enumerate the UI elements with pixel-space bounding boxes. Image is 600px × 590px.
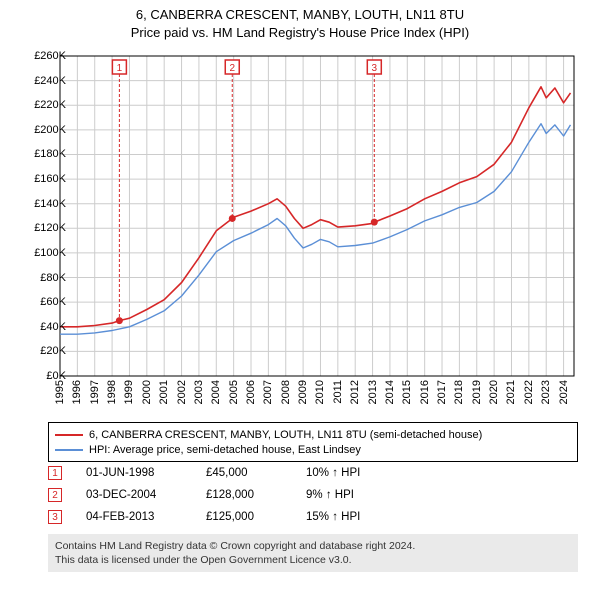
x-tick-label: 2009 <box>297 380 309 404</box>
svg-text:2: 2 <box>229 63 235 74</box>
y-tick-label: £260K <box>22 50 66 62</box>
marker-price-2: £128,000 <box>206 489 306 501</box>
y-tick-label: £200K <box>22 124 66 136</box>
y-tick-label: £180K <box>22 148 66 160</box>
legend-swatch-2 <box>55 449 83 451</box>
legend: 6, CANBERRA CRESCENT, MANBY, LOUTH, LN11… <box>48 422 578 462</box>
marker-price-1: £45,000 <box>206 467 306 479</box>
svg-text:3: 3 <box>372 63 378 74</box>
footer-line-2: This data is licensed under the Open Gov… <box>55 553 571 567</box>
price-chart: 1 2 3 <box>48 50 578 380</box>
x-tick-label: 2013 <box>367 380 379 404</box>
x-tick-label: 2020 <box>488 380 500 404</box>
svg-text:1: 1 <box>117 63 123 74</box>
legend-item-1: 6, CANBERRA CRESCENT, MANBY, LOUTH, LN11… <box>55 427 571 442</box>
x-tick-label: 1996 <box>71 380 83 404</box>
x-tick-label: 1997 <box>89 380 101 404</box>
x-tick-label: 2007 <box>262 380 274 404</box>
x-tick-label: 1999 <box>123 380 135 404</box>
x-tick-label: 2003 <box>193 380 205 404</box>
marker-date-1: 01-JUN-1998 <box>86 467 206 479</box>
x-tick-label: 2004 <box>210 380 222 404</box>
y-tick-label: £100K <box>22 247 66 259</box>
x-tick-label: 2022 <box>523 380 535 404</box>
marker-row-2: 2 03-DEC-2004 £128,000 9% ↑ HPI <box>48 484 578 506</box>
y-tick-label: £140K <box>22 198 66 210</box>
legend-item-2: HPI: Average price, semi-detached house,… <box>55 442 571 457</box>
y-tick-label: £60K <box>22 296 66 308</box>
y-tick-label: £20K <box>22 345 66 357</box>
x-tick-label: 2000 <box>141 380 153 404</box>
x-tick-label: 2019 <box>471 380 483 404</box>
x-tick-label: 2008 <box>280 380 292 404</box>
marker-badge-2: 2 <box>48 488 62 502</box>
legend-label-2: HPI: Average price, semi-detached house,… <box>89 444 361 456</box>
title-line-2: Price paid vs. HM Land Registry's House … <box>0 24 600 42</box>
x-tick-label: 2018 <box>453 380 465 404</box>
y-tick-label: £220K <box>22 99 66 111</box>
x-tick-label: 2014 <box>384 380 396 404</box>
x-tick-label: 2017 <box>436 380 448 404</box>
y-tick-label: £160K <box>22 173 66 185</box>
x-tick-label: 1998 <box>106 380 118 404</box>
chart-svg: 1 2 3 <box>48 50 578 380</box>
x-tick-label: 2001 <box>158 380 170 404</box>
x-tick-label: 2012 <box>349 380 361 404</box>
y-tick-label: £120K <box>22 222 66 234</box>
x-tick-label: 2010 <box>314 380 326 404</box>
marker-pct-2: 9% ↑ HPI <box>306 489 426 501</box>
marker-badge-3: 3 <box>48 510 62 524</box>
x-tick-label: 2005 <box>228 380 240 404</box>
title-block: 6, CANBERRA CRESCENT, MANBY, LOUTH, LN11… <box>0 0 600 41</box>
x-tick-label: 1995 <box>54 380 66 404</box>
marker-pct-3: 15% ↑ HPI <box>306 511 426 523</box>
footer-line-1: Contains HM Land Registry data © Crown c… <box>55 539 571 553</box>
x-tick-label: 2021 <box>505 380 517 404</box>
x-tick-label: 2011 <box>332 380 344 404</box>
legend-label-1: 6, CANBERRA CRESCENT, MANBY, LOUTH, LN11… <box>89 429 482 441</box>
x-tick-label: 2002 <box>176 380 188 404</box>
marker-row-1: 1 01-JUN-1998 £45,000 10% ↑ HPI <box>48 462 578 484</box>
marker-date-3: 04-FEB-2013 <box>86 511 206 523</box>
x-tick-label: 2006 <box>245 380 257 404</box>
event-markers-table: 1 01-JUN-1998 £45,000 10% ↑ HPI 2 03-DEC… <box>48 462 578 528</box>
marker-row-3: 3 04-FEB-2013 £125,000 15% ↑ HPI <box>48 506 578 528</box>
marker-price-3: £125,000 <box>206 511 306 523</box>
x-tick-label: 2024 <box>558 380 570 404</box>
marker-pct-1: 10% ↑ HPI <box>306 467 426 479</box>
title-line-1: 6, CANBERRA CRESCENT, MANBY, LOUTH, LN11… <box>0 6 600 24</box>
legend-swatch-1 <box>55 434 83 436</box>
y-tick-label: £80K <box>22 272 66 284</box>
y-tick-label: £240K <box>22 75 66 87</box>
marker-date-2: 03-DEC-2004 <box>86 489 206 501</box>
x-tick-label: 2015 <box>401 380 413 404</box>
page-container: 6, CANBERRA CRESCENT, MANBY, LOUTH, LN11… <box>0 0 600 590</box>
x-tick-label: 2016 <box>419 380 431 404</box>
marker-badge-1: 1 <box>48 466 62 480</box>
y-tick-label: £40K <box>22 321 66 333</box>
attribution-footer: Contains HM Land Registry data © Crown c… <box>48 534 578 572</box>
x-tick-label: 2023 <box>540 380 552 404</box>
